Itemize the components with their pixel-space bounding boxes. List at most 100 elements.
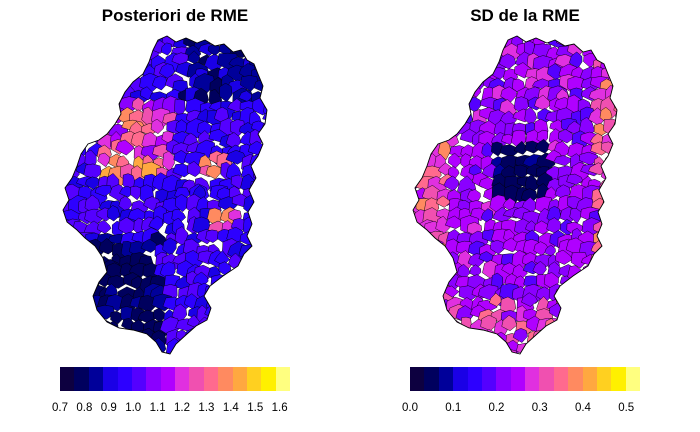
municipality-polygon <box>532 261 547 277</box>
municipality-polygon <box>437 36 451 48</box>
municipality-polygon <box>74 296 89 314</box>
municipality-polygon <box>422 292 437 309</box>
municipality-polygon <box>603 40 617 61</box>
municipality-polygon <box>638 135 645 154</box>
municipality-polygon <box>138 355 153 364</box>
municipality-polygon <box>284 217 295 237</box>
municipality-polygon <box>210 274 229 290</box>
municipality-polygon <box>636 275 645 288</box>
municipality-polygon <box>75 254 89 271</box>
municipality-polygon <box>580 318 602 337</box>
municipality-polygon <box>276 34 292 46</box>
municipality-polygon <box>261 36 267 55</box>
municipality-polygon <box>64 286 81 307</box>
municipality-polygon <box>206 328 225 350</box>
municipality-polygon <box>634 233 646 249</box>
municipality-polygon <box>623 152 644 169</box>
municipality-polygon <box>413 64 423 80</box>
municipality-polygon <box>636 96 645 107</box>
municipality-polygon <box>413 132 425 149</box>
municipality-polygon <box>413 76 420 90</box>
municipality-polygon <box>270 67 288 85</box>
municipality-polygon <box>613 330 617 346</box>
municipality-polygon <box>96 76 113 98</box>
municipality-polygon <box>443 55 461 72</box>
municipality-polygon <box>621 42 642 60</box>
municipality-polygon <box>185 352 203 354</box>
municipality-polygon <box>615 282 617 295</box>
municipality-polygon <box>143 342 160 354</box>
municipality-polygon <box>413 140 427 154</box>
municipality-polygon <box>456 55 470 71</box>
municipality-polygon <box>228 329 246 345</box>
municipality-polygon <box>512 328 528 343</box>
municipality-polygon <box>615 254 617 272</box>
municipality-polygon <box>413 306 430 320</box>
colorbar-swatch <box>525 367 540 391</box>
municipality-polygon <box>414 297 431 319</box>
municipality-polygon <box>413 260 425 279</box>
municipality-polygon <box>636 242 645 259</box>
municipality-polygon <box>272 152 287 171</box>
municipality-polygon <box>417 67 439 88</box>
colorbar-swatch <box>261 367 276 391</box>
municipality-polygon <box>413 285 416 307</box>
municipality-polygon <box>635 167 645 184</box>
municipality-polygon <box>273 101 287 116</box>
colorbar-swatch <box>232 367 247 391</box>
municipality-polygon <box>285 197 295 213</box>
municipality-polygon <box>487 350 503 354</box>
colorbar-sd <box>410 367 640 391</box>
municipality-polygon <box>602 289 617 303</box>
colorbar-swatch <box>60 367 75 391</box>
municipality-polygon <box>271 133 292 145</box>
municipality-polygon <box>428 124 443 137</box>
municipality-polygon <box>544 244 556 257</box>
municipality-polygon <box>74 266 95 282</box>
municipality-polygon <box>602 206 617 228</box>
municipality-polygon <box>117 77 128 92</box>
map-sd-rme <box>406 34 646 364</box>
municipality-polygon <box>621 34 637 42</box>
municipality-polygon <box>159 63 175 80</box>
municipality-polygon <box>283 107 295 127</box>
municipality-polygon <box>413 229 422 248</box>
municipality-polygon <box>218 342 241 354</box>
municipality-polygon <box>626 133 638 146</box>
municipality-polygon <box>416 86 437 103</box>
municipality-polygon <box>413 340 418 354</box>
municipality-polygon <box>535 350 556 354</box>
municipality-polygon <box>631 316 644 333</box>
municipality-polygon <box>623 332 638 347</box>
municipality-polygon <box>631 79 644 99</box>
municipality-polygon <box>63 253 81 272</box>
municipality-polygon <box>160 42 172 56</box>
municipality-polygon <box>89 356 103 364</box>
municipality-polygon <box>242 265 257 280</box>
municipality-polygon <box>413 85 427 106</box>
municipality-polygon <box>252 342 267 353</box>
municipality-polygon <box>524 106 537 127</box>
municipality-polygon <box>65 123 85 138</box>
municipality-polygon <box>66 36 85 51</box>
municipality-polygon <box>236 329 251 343</box>
municipality-polygon <box>228 283 248 301</box>
municipality-polygon <box>85 318 107 338</box>
municipality-polygon <box>192 340 212 354</box>
municipality-polygon <box>433 330 453 352</box>
colorbar-swatch <box>160 367 175 391</box>
municipality-polygon <box>406 355 422 364</box>
municipality-polygon <box>238 297 255 319</box>
municipality-polygon <box>601 326 617 344</box>
municipality-polygon <box>611 89 617 105</box>
municipality-polygon <box>413 332 422 353</box>
municipality-polygon <box>634 143 645 162</box>
municipality-polygon <box>425 41 446 58</box>
municipality-polygon <box>614 297 617 310</box>
municipality-polygon <box>423 107 439 127</box>
municipality-polygon <box>461 316 472 336</box>
municipality-polygon <box>254 220 267 237</box>
municipality-polygon <box>614 205 617 229</box>
municipality-polygon <box>427 248 442 269</box>
municipality-polygon <box>77 87 95 108</box>
